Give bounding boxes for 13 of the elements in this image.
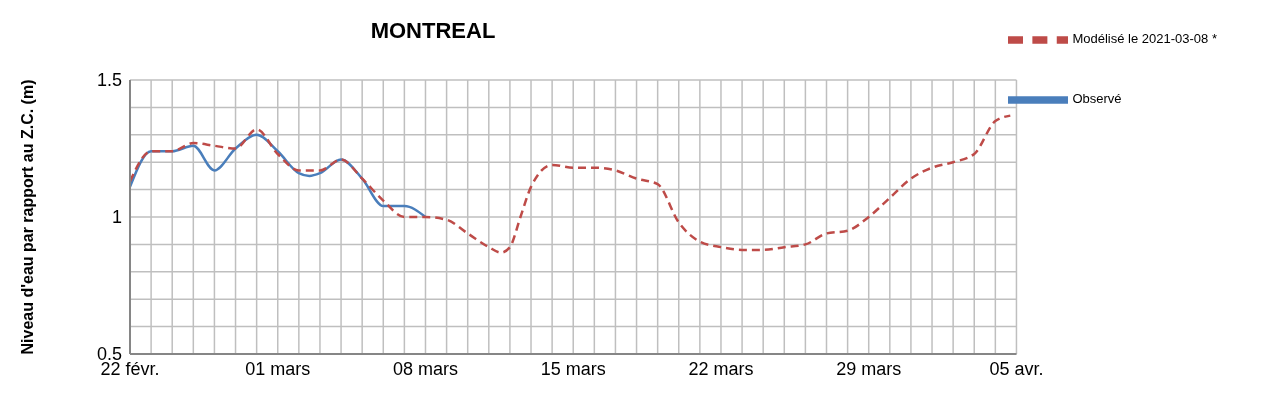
y-tick-label: 1: [111, 207, 122, 228]
line-series: [130, 114, 1012, 254]
x-tick-label: 08 mars: [392, 358, 458, 379]
x-tick-label: 22 mars: [688, 358, 754, 379]
legend-label: Observé: [1072, 91, 1122, 107]
y-axis-title: Niveau d'eau par rapport au Z.C. (m): [18, 78, 37, 357]
x-tick-label: 15 mars: [540, 358, 606, 379]
x-tick-label: 01 mars: [245, 358, 311, 379]
x-tick-label: 05 avr.: [989, 358, 1044, 379]
x-tick-label: 29 mars: [836, 358, 902, 379]
y-tick-label: 1.5: [96, 70, 122, 91]
chart-title: MONTREAL: [369, 18, 497, 44]
legend-label: Modélisé le 2021-03-08 *: [1072, 31, 1217, 47]
